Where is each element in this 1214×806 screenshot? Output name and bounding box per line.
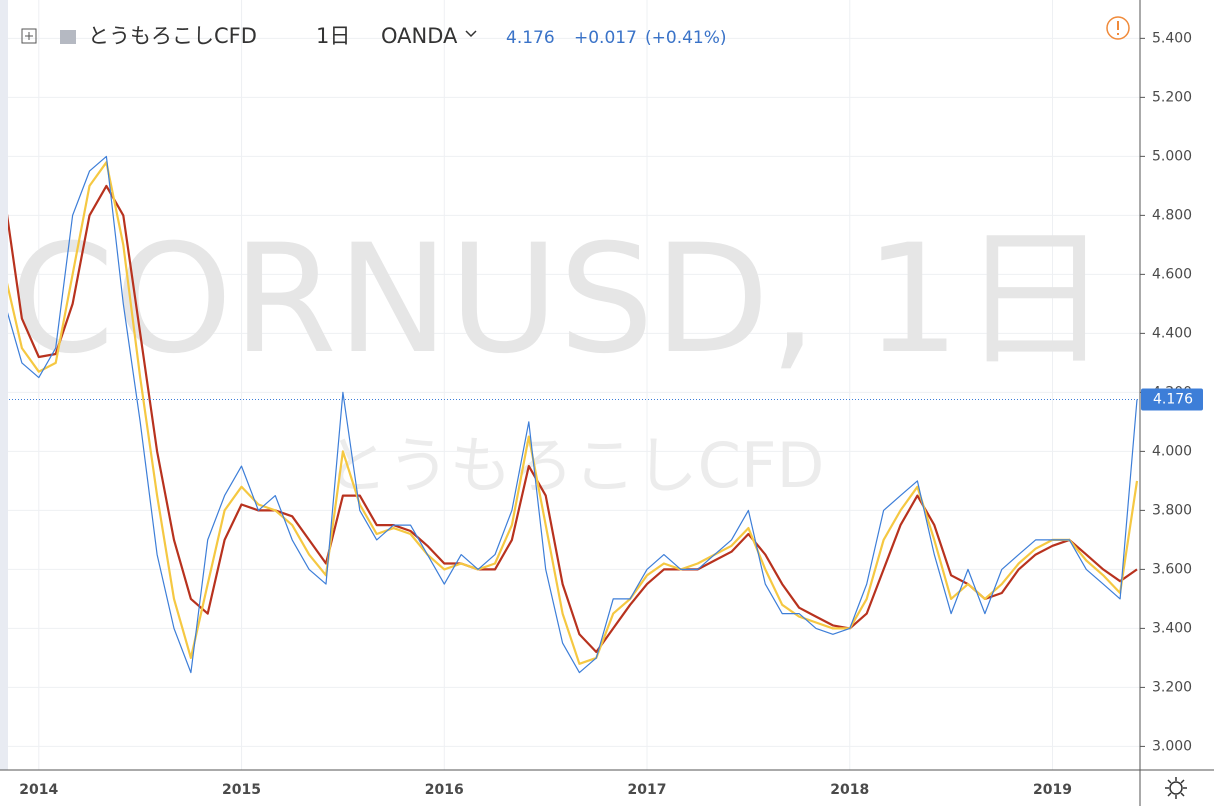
y-tick-label: 3.400 bbox=[1152, 620, 1192, 636]
x-tick-label: 2014 bbox=[19, 782, 58, 798]
y-tick-label: 4.400 bbox=[1152, 325, 1192, 341]
change: +0.017 bbox=[574, 28, 637, 48]
price: 4.176 bbox=[506, 28, 555, 48]
series-line bbox=[3, 161, 1139, 665]
dropdown[interactable] bbox=[465, 30, 477, 38]
series-line bbox=[4, 155, 1138, 674]
x-tick-label: 2016 bbox=[425, 782, 464, 798]
price-tag bbox=[1141, 388, 1203, 411]
y-tick-label: 5.200 bbox=[1152, 89, 1192, 105]
plot bbox=[0, 155, 1140, 674]
expand-icon[interactable] bbox=[21, 28, 37, 44]
y-tick-label: 3.200 bbox=[1152, 679, 1192, 695]
flag-icon bbox=[60, 30, 76, 44]
toolbar: とうもろこしCFD 1日 OANDA 4.176 +0.017 (+0.41%) bbox=[21, 16, 1187, 799]
warning-icon[interactable] bbox=[1106, 16, 1130, 40]
grid bbox=[0, 0, 1140, 770]
x-tick-label: 2019 bbox=[1033, 782, 1072, 798]
series-line bbox=[3, 184, 1138, 654]
x-tick-label: 2017 bbox=[628, 782, 667, 798]
exchange[interactable]: OANDA bbox=[381, 24, 458, 48]
y-tick-label: 5.400 bbox=[1152, 30, 1192, 46]
symbol[interactable]: とうもろこしCFD bbox=[88, 24, 257, 48]
left-edge bbox=[0, 0, 8, 770]
gear-teeth bbox=[1165, 777, 1187, 799]
change-pct: (+0.41%) bbox=[645, 28, 727, 48]
y-tick-label: 3.600 bbox=[1152, 561, 1192, 577]
plus bbox=[25, 32, 33, 40]
price-tag-label: 4.176 bbox=[1153, 391, 1193, 407]
watermark: とうもろこしCFD bbox=[326, 429, 825, 502]
y-tick-label: 5.000 bbox=[1152, 148, 1192, 164]
y-tick-label: 3.000 bbox=[1152, 738, 1192, 754]
x-tick-label: 2015 bbox=[222, 782, 261, 798]
y-tick-label: 4.600 bbox=[1152, 266, 1192, 282]
y-tick-label: 4.000 bbox=[1152, 443, 1192, 459]
y-tick-label: 3.800 bbox=[1152, 502, 1192, 518]
y-tick-label: 4.800 bbox=[1152, 207, 1192, 223]
x-tick-label: 2018 bbox=[830, 782, 869, 798]
interval[interactable]: 1日 bbox=[316, 24, 350, 48]
axes: 3.0003.2003.4003.6003.8004.0004.2004.400… bbox=[19, 30, 1203, 798]
settings-icon[interactable] bbox=[1169, 781, 1183, 795]
watermark: CORNUSD, 1日 bbox=[10, 213, 1111, 387]
